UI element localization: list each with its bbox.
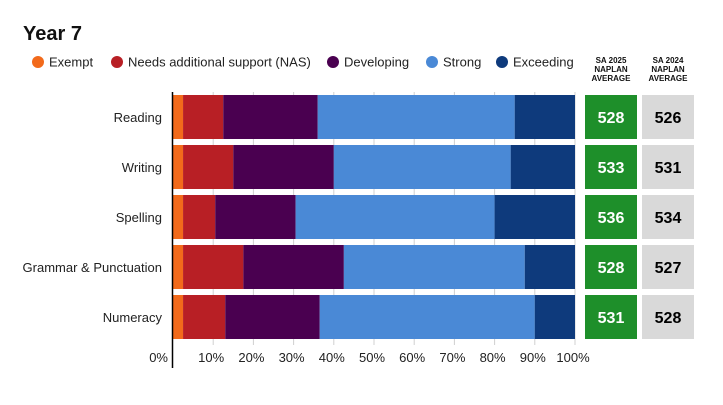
avg-box-sa2024-grammar-punctuation — [642, 245, 694, 289]
legend-item-needs-additional-support-nas: Needs additional support (NAS) — [111, 55, 311, 70]
bar-grammar-punctuation-needs-additional-support-nas — [183, 245, 244, 289]
chart-title: Year 7 — [23, 23, 82, 45]
avg-header-sa2024-line-2: NAPLAN — [651, 65, 685, 74]
avg-header-sa2025-line-1: SA 2025 — [596, 56, 627, 65]
legend-swatch-strong — [426, 56, 438, 68]
x-tick-labels: 0% 10% 20% 30% 40% 50% 60% 70% 80% 90% 100% — [149, 350, 590, 365]
bar-reading-developing — [223, 95, 318, 139]
avg-value-sa2024-writing: 531 — [655, 160, 682, 177]
avg-box-sa2024-spelling — [642, 195, 694, 239]
x-tick-label-20: 20% — [238, 350, 264, 365]
category-label-spelling: Spelling — [116, 210, 162, 225]
avg-value-sa2024-reading: 526 — [655, 110, 682, 127]
bar-reading-exceeding — [514, 95, 575, 139]
category-label-writing: Writing — [122, 160, 162, 175]
bar-reading-exempt — [173, 95, 184, 139]
bar-writing-exceeding — [510, 145, 575, 189]
x-tick-label-80: 80% — [480, 350, 506, 365]
bar-reading-needs-additional-support-nas — [183, 95, 224, 139]
x-tick-label-90: 90% — [520, 350, 546, 365]
bar-spelling-exempt — [173, 195, 184, 239]
avg-box-sa2025-spelling — [585, 195, 637, 239]
legend-label-exempt: Exempt — [49, 55, 93, 70]
x-tick-label-50: 50% — [359, 350, 385, 365]
avg-header-sa2024-line-1: SA 2024 — [653, 56, 684, 65]
bar-writing-needs-additional-support-nas — [183, 145, 234, 189]
avg-box-sa2025-numeracy — [585, 295, 637, 339]
legend-item-developing: Developing — [327, 55, 409, 70]
legend-label-developing: Developing — [344, 55, 409, 70]
avg-header-sa2025-line-2: NAPLAN — [594, 65, 628, 74]
bar-grammar-punctuation-strong — [343, 245, 525, 289]
legend-label-exceeding: Exceeding — [513, 55, 574, 70]
bar-spelling-developing — [215, 195, 296, 239]
bar-numeracy-developing — [225, 295, 320, 339]
legend-swatch-needs-additional-support-nas — [111, 56, 123, 68]
avg-box-sa2025-reading — [585, 95, 637, 139]
legend: Exempt Needs additional support (NAS) Deve… — [32, 55, 574, 70]
avg-box-sa2024-numeracy — [642, 295, 694, 339]
bar-numeracy-strong — [319, 295, 535, 339]
avg-box-sa2025-writing — [585, 145, 637, 189]
category-label-numeracy: Numeracy — [103, 310, 163, 325]
average-boxes: 528 533 536 528 531 526 531 534 527 528 — [585, 95, 694, 339]
avg-value-sa2025-numeracy: 531 — [598, 310, 625, 327]
bar-numeracy-exceeding — [534, 295, 575, 339]
avg-value-sa2024-grammar-punctuation: 527 — [655, 260, 682, 277]
legend-item-exempt: Exempt — [32, 55, 93, 70]
avg-value-sa2024-spelling: 534 — [655, 210, 682, 227]
avg-value-sa2024-numeracy: 528 — [655, 310, 682, 327]
category-labels: Reading Writing Spelling Grammar & Punctuat… — [23, 110, 163, 325]
legend-swatch-exceeding — [496, 56, 508, 68]
bar-numeracy-needs-additional-support-nas — [183, 295, 226, 339]
bar-spelling-exceeding — [494, 195, 575, 239]
bar-grammar-punctuation-exceeding — [524, 245, 575, 289]
legend-item-exceeding: Exceeding — [496, 55, 574, 70]
x-tick-label-70: 70% — [439, 350, 465, 365]
bar-writing-strong — [333, 145, 511, 189]
avg-header-sa2024-line-3: AVERAGE — [649, 74, 689, 83]
bar-grammar-punctuation-developing — [243, 245, 344, 289]
legend-item-strong: Strong — [426, 55, 481, 70]
avg-value-sa2025-writing: 533 — [598, 160, 625, 177]
bar-grammar-punctuation-exempt — [173, 245, 184, 289]
x-tick-label-60: 60% — [399, 350, 425, 365]
avg-header-sa2025-line-3: AVERAGE — [592, 74, 632, 83]
avg-value-sa2025-reading: 528 — [598, 110, 625, 127]
x-tick-label-10: 10% — [198, 350, 224, 365]
avg-value-sa2025-grammar-punctuation: 528 — [598, 260, 625, 277]
avg-box-sa2024-reading — [642, 95, 694, 139]
x-tick-label-40: 40% — [319, 350, 345, 365]
legend-label-needs-additional-support-nas: Needs additional support (NAS) — [128, 55, 311, 70]
x-tick-label-0: 0% — [149, 350, 168, 365]
x-tick-label-30: 30% — [279, 350, 305, 365]
bars — [173, 95, 575, 339]
bar-numeracy-exempt — [173, 295, 184, 339]
x-tick-label-100: 100% — [556, 350, 590, 365]
category-label-reading: Reading — [114, 110, 162, 125]
legend-label-strong: Strong — [443, 55, 481, 70]
bar-writing-developing — [233, 145, 334, 189]
legend-swatch-developing — [327, 56, 339, 68]
avg-value-sa2025-spelling: 536 — [598, 210, 625, 227]
bar-reading-strong — [317, 95, 515, 139]
bar-spelling-needs-additional-support-nas — [183, 195, 216, 239]
bar-writing-exempt — [173, 145, 184, 189]
avg-box-sa2025-grammar-punctuation — [585, 245, 637, 289]
legend-swatch-exempt — [32, 56, 44, 68]
category-label-grammar-punctuation: Grammar & Punctuation — [23, 260, 162, 275]
avg-box-sa2024-writing — [642, 145, 694, 189]
bar-spelling-strong — [295, 195, 495, 239]
